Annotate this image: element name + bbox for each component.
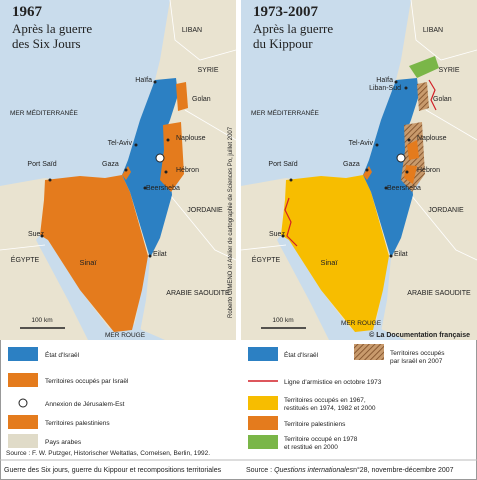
place-label: Sinaï <box>79 258 97 267</box>
place-label: Suez <box>28 231 44 238</box>
place-label: Eilat <box>153 251 167 258</box>
map-1967 <box>0 0 237 341</box>
place-label: Haïfa <box>135 77 152 84</box>
map-subtitle: du Kippour <box>253 36 313 51</box>
footer-source-title: Questions internationales <box>274 467 353 474</box>
map-year: 1967 <box>12 4 43 20</box>
footer-source: n°28, novembre-décembre 2007 <box>353 466 454 474</box>
place-label: Suez <box>269 231 285 238</box>
footer-caption: Guerre des Six jours, guerre du Kippour … <box>4 467 222 474</box>
place-label: LIBAN <box>423 27 443 34</box>
place-label: Hébron <box>417 167 440 174</box>
legend-label: Territoires occupés par Israël <box>45 378 129 385</box>
place-label: Gaza <box>343 161 360 168</box>
place-label: MER ROUGE <box>105 332 146 339</box>
place-label: MER ROUGE <box>341 320 382 327</box>
place-label: ÉGYPTE <box>252 255 281 264</box>
place-label: ARABIE SAOUDITE <box>407 290 471 297</box>
copyright: © La Documentation française <box>369 331 470 339</box>
legend-label: restitués en 1974, 1982 et 2000 <box>284 405 376 412</box>
legend-label: Ligne d'armistice en octobre 1973 <box>284 379 382 386</box>
place-label: Naplouse <box>176 135 206 142</box>
legend-label: Pays arabes <box>45 439 82 446</box>
place-label: 100 km <box>31 317 52 324</box>
place-label: SYRIE <box>438 67 459 74</box>
legend-label: État d'Israël <box>284 350 319 359</box>
legend-label: Territoire palestiniens <box>284 421 346 428</box>
legend-label: Annexion de Jérusalem-Est <box>45 401 125 408</box>
place-label: Gaza <box>102 161 119 168</box>
legend-swatches <box>8 344 384 449</box>
place-label: ÉGYPTE <box>11 255 40 264</box>
footer-source: Source : <box>246 467 272 474</box>
place-label: Naplouse <box>417 135 447 142</box>
legend-label: Territoires occupés en 1967, <box>284 397 366 404</box>
place-label: MER MÉDITERRANÉE <box>251 108 320 117</box>
map-year: 1973-2007 <box>253 4 318 20</box>
legend-label: Territoire occupé en 1978 <box>284 436 358 443</box>
place-label: Beersheba <box>146 185 180 192</box>
place-label: Sinaï <box>320 258 338 267</box>
place-label: Tel-Aviv <box>349 140 374 147</box>
place-label: Port Saïd <box>27 161 56 168</box>
place-label: Hébron <box>176 167 199 174</box>
place-label: Eilat <box>394 251 408 258</box>
place-label: JORDANIE <box>428 207 464 214</box>
map-1973-2007 <box>240 0 477 341</box>
legend-label: État d'Israël <box>45 350 80 359</box>
place-label: Golan <box>192 96 211 103</box>
place-label: Tel-Aviv <box>108 140 133 147</box>
place-label: MER MÉDITERRANÉE <box>10 108 79 117</box>
place-label: Haïfa <box>376 77 393 84</box>
place-label: Beersheba <box>387 185 421 192</box>
source: Source : F. W. Putzger, Historischer Wel… <box>6 450 210 457</box>
map-subtitle: Après la guerre <box>12 21 92 36</box>
place-label: LIBAN <box>182 27 202 34</box>
legend-label: Territoires occupés <box>390 350 445 357</box>
place-label: Port Saïd <box>268 161 297 168</box>
legend-label: et restitué en 2000 <box>284 444 338 451</box>
map-subtitle: des Six Jours <box>12 36 81 51</box>
legend-label: par Israël en 2007 <box>390 358 443 365</box>
place-label: Liban-Sud <box>369 85 401 92</box>
place-label: Golan <box>433 96 452 103</box>
place-label: SYRIE <box>197 67 218 74</box>
place-label: JORDANIE <box>187 207 223 214</box>
place-label: ARABIE SAOUDITE <box>166 290 230 297</box>
place-label: 100 km <box>272 317 293 324</box>
legend-label: Territoires palestiniens <box>45 420 110 427</box>
credit: Roberto GIMENO et Atelier de cartographi… <box>228 126 234 318</box>
map-subtitle: Après la guerre <box>253 21 333 36</box>
